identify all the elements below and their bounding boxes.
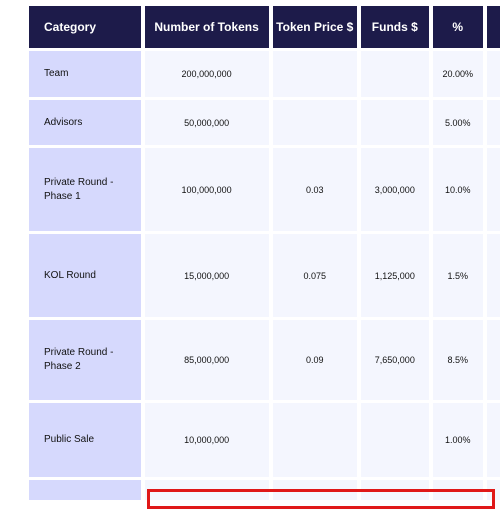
table-row: Team 200,000,000 20.00% — [29, 51, 500, 97]
token-allocation-table: Category Number of Tokens Token Price $ … — [29, 3, 500, 500]
table-row: Public Sale 10,000,000 1.00% — [29, 403, 500, 477]
cell-funds — [360, 403, 429, 477]
cell-tokens: 200,000,000 — [144, 51, 269, 97]
cell-percent: 1.00% — [432, 403, 483, 477]
cell-category: KOL Round — [29, 234, 141, 317]
cell-funds — [360, 100, 429, 145]
header-token-price: Token Price $ — [272, 6, 357, 48]
cell-percent: 5.00% — [432, 100, 483, 145]
table-header-row: Category Number of Tokens Token Price $ … — [29, 6, 500, 48]
cell-tokens: 100,000,000 — [144, 148, 269, 231]
cell-percent: 20.00% — [432, 51, 483, 97]
cell-funds: 1,125,000 — [360, 234, 429, 317]
cell-funds: 7,650,000 — [360, 320, 429, 400]
cell-category — [29, 480, 141, 500]
header-overflow-column — [486, 6, 500, 48]
cell-overflow — [486, 148, 500, 231]
cell-category: Private Round - Phase 1 — [29, 148, 141, 231]
table-row: Private Round - Phase 1 100,000,000 0.03… — [29, 148, 500, 231]
cell-percent: 1.5% — [432, 234, 483, 317]
cell-category: Public Sale — [29, 403, 141, 477]
cell-category: Team — [29, 51, 141, 97]
cell-tokens: 85,000,000 — [144, 320, 269, 400]
cell-price — [272, 403, 357, 477]
cell-overflow — [486, 403, 500, 477]
highlight-box — [147, 489, 495, 509]
table-row: Advisors 50,000,000 5.00% — [29, 100, 500, 145]
cell-price: 0.075 — [272, 234, 357, 317]
cell-price — [272, 51, 357, 97]
cell-price — [272, 100, 357, 145]
header-number-of-tokens: Number of Tokens — [144, 6, 269, 48]
header-category: Category — [29, 6, 141, 48]
table-row: KOL Round 15,000,000 0.075 1,125,000 1.5… — [29, 234, 500, 317]
header-percent: % — [432, 6, 483, 48]
cell-overflow — [486, 100, 500, 145]
token-allocation-table-wrap: Category Number of Tokens Token Price $ … — [29, 0, 500, 500]
cell-tokens: 15,000,000 — [144, 234, 269, 317]
cell-funds: 3,000,000 — [360, 148, 429, 231]
cell-overflow — [486, 234, 500, 317]
cell-overflow — [486, 51, 500, 97]
table-row: Private Round - Phase 2 85,000,000 0.09 … — [29, 320, 500, 400]
header-funds: Funds $ — [360, 6, 429, 48]
cell-percent: 10.0% — [432, 148, 483, 231]
cell-overflow — [486, 320, 500, 400]
cell-price: 0.09 — [272, 320, 357, 400]
cell-funds — [360, 51, 429, 97]
cell-price: 0.03 — [272, 148, 357, 231]
cell-category: Advisors — [29, 100, 141, 145]
cell-category: Private Round - Phase 2 — [29, 320, 141, 400]
cell-tokens: 10,000,000 — [144, 403, 269, 477]
cell-tokens: 50,000,000 — [144, 100, 269, 145]
cell-percent: 8.5% — [432, 320, 483, 400]
